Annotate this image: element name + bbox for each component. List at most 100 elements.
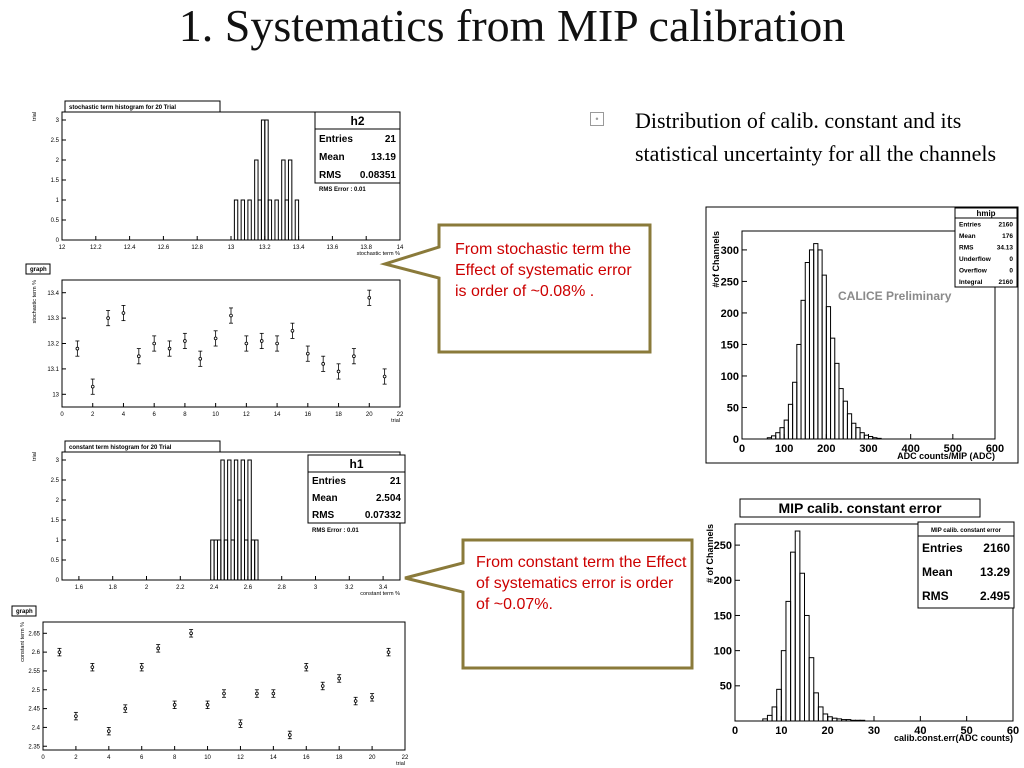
histogram-bar (274, 199, 279, 241)
stats-label: RMS (312, 510, 335, 521)
x-tick-label: 0 (60, 412, 64, 418)
y-tick-label: 250 (714, 540, 732, 552)
x-tick-label: 40 (914, 725, 926, 737)
histogram-bar (859, 719, 866, 722)
histogram-bar (287, 159, 293, 241)
stats-value: 2160 (999, 222, 1014, 229)
stats-label: Mean (959, 233, 976, 240)
x-tick-label: 3 (314, 585, 318, 591)
stats-value: 13.19 (371, 152, 396, 163)
stats-value: 176 (1002, 233, 1013, 240)
callout-text-constant: From constant term the Effect of systema… (476, 554, 687, 613)
stats-label: RMS (922, 589, 949, 603)
x-axis-label: calib.const.err(ADC counts) (894, 733, 1013, 743)
y-tick-label: 50 (727, 402, 739, 414)
y-tick-label: 2.55 (28, 669, 40, 675)
histogram-bar (876, 437, 882, 440)
stats-value: 0.07332 (365, 510, 402, 521)
data-point (139, 665, 144, 669)
data-point (167, 346, 172, 351)
x-tick-label: 300 (859, 443, 877, 455)
x-tick-label: 2 (91, 412, 95, 418)
callout-text-stochastic: From stochastic term the Effect of syste… (455, 241, 632, 300)
data-point (121, 311, 126, 315)
x-tick-label: 600 (986, 443, 1004, 455)
stats-label: Entries (319, 134, 353, 145)
data-point (353, 699, 358, 703)
y-tick-label: 200 (714, 575, 732, 587)
histogram-bar (254, 539, 259, 581)
x-axis-label: stochastic term % (357, 251, 401, 257)
x-tick-label: 12 (59, 245, 66, 251)
data-point (222, 691, 226, 696)
callout-box-stochastic (379, 223, 652, 354)
data-point (320, 684, 325, 688)
data-point (123, 706, 128, 711)
x-tick-label: 14 (397, 245, 404, 251)
y-tick-label: 2.5 (51, 138, 60, 144)
stochastic-graph: graph 0 2 4 6 8 10 12 14 16 18 20 22 13 13.1 13.2 13.3 13… (25, 263, 404, 422)
x-tick-label: 200 (817, 443, 835, 455)
data-point (271, 691, 276, 696)
x-tick-label: 1.6 (75, 585, 84, 591)
stochastic-histogram: stochastic term histogram for 20 Trial12… (32, 100, 404, 257)
x-tick-label: 2.4 (210, 585, 219, 591)
stats-value: 2.495 (980, 589, 1010, 603)
stats-label: Underflow (959, 256, 992, 263)
y-tick-label: 0 (56, 578, 60, 584)
stats-value: 21 (385, 134, 397, 145)
histogram-bar (247, 199, 252, 241)
y-tick-label: 0.5 (51, 558, 60, 564)
x-tick-label: 3.4 (379, 585, 388, 591)
y-tick-label: 13.3 (47, 316, 59, 322)
stats-header-box (954, 207, 1018, 219)
chart-title-box (25, 263, 51, 275)
histogram-bar (220, 459, 225, 581)
data-point (336, 369, 341, 374)
stats-value: 2160 (983, 541, 1010, 555)
data-point (213, 336, 218, 341)
data-point (382, 374, 387, 379)
data-point (152, 341, 156, 346)
x-tick-label: 2 (145, 585, 149, 591)
stats-note: RMS Error : 0.01 (319, 187, 366, 193)
y-tick-label: 1 (56, 538, 60, 544)
data-point (288, 733, 292, 737)
y-axis-label: stochastic term % (32, 280, 38, 324)
plot-frame (741, 230, 996, 440)
x-axis-label: trial (396, 761, 405, 766)
calice-preliminary-label: CALICE Preliminary (838, 289, 952, 303)
stats-header: hmip (976, 209, 995, 218)
x-tick-label: 8 (183, 412, 187, 418)
x-axis-label: trial (391, 418, 400, 422)
slide-title: 1. Systematics from MIP calibration (178, 0, 846, 51)
y-tick-label: 2.5 (32, 688, 41, 694)
x-tick-label: 12 (243, 412, 250, 418)
chart-title: MIP calib. constant error (778, 500, 942, 516)
y-tick-label: 50 (720, 681, 732, 693)
stats-name: h1 (349, 457, 363, 471)
stats-name: MIP calib. constant error (931, 528, 1002, 534)
chart-title: graph (30, 267, 47, 273)
stats-label: Entries (922, 541, 963, 555)
x-tick-label: 22 (397, 412, 404, 418)
data-point (321, 362, 325, 366)
stats-label: Mean (319, 152, 345, 163)
x-tick-label: 13.8 (360, 245, 372, 251)
data-point (352, 354, 356, 358)
data-point (337, 676, 341, 681)
x-tick-label: 30 (868, 725, 880, 737)
x-tick-label: 10 (212, 412, 219, 418)
bullet-square-icon: • (590, 112, 604, 126)
x-tick-label: 13.6 (327, 245, 339, 251)
y-axis-label: constant term % (20, 622, 26, 662)
x-tick-label: 2 (74, 755, 78, 761)
y-tick-label: 100 (721, 371, 739, 383)
stats-value: 2.504 (376, 493, 401, 504)
y-tick-label: 300 (721, 245, 739, 257)
y-tick-label: 13.4 (47, 291, 59, 297)
y-tick-label: 2.65 (28, 631, 40, 637)
histogram-bar (240, 199, 246, 241)
y-tick-label: 250 (721, 276, 739, 288)
